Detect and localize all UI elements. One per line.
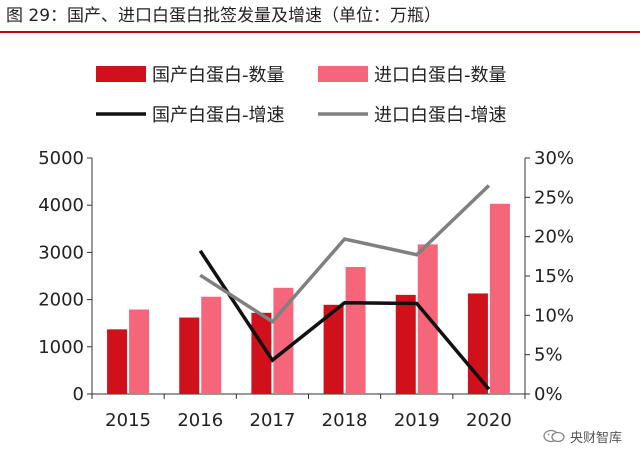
x-tick-label: 2016 — [177, 410, 223, 431]
legend-label: 国产白蛋白-数量 — [152, 65, 285, 86]
x-tick-label: 2018 — [322, 410, 368, 431]
x-tick-label: 2019 — [394, 410, 440, 431]
legend-label: 国产白蛋白-增速 — [152, 105, 285, 126]
right-tick-label: 15% — [534, 266, 574, 287]
x-tick-label: 2017 — [250, 410, 296, 431]
watermark: 央财智库 — [543, 426, 622, 446]
right-tick-label: 10% — [534, 305, 574, 326]
x-tick-label: 2015 — [105, 410, 151, 431]
right-tick-label: 5% — [534, 345, 563, 366]
bar-domestic — [323, 304, 344, 394]
wechat-icon — [543, 429, 565, 443]
left-tick-label: 2000 — [38, 290, 84, 311]
left-tick-label: 5000 — [38, 148, 84, 169]
title-divider — [0, 31, 640, 33]
bar-imported — [489, 203, 510, 394]
bar-imported — [273, 287, 294, 394]
watermark-label: 央财智库 — [569, 430, 622, 446]
right-tick-label: 30% — [534, 148, 574, 169]
left-tick-label: 3000 — [38, 242, 84, 263]
bar-domestic — [395, 294, 416, 394]
legend-swatch — [96, 66, 146, 82]
bar-domestic — [107, 329, 128, 394]
bar-imported — [201, 296, 222, 394]
legend-label: 进口白蛋白-增速 — [374, 105, 507, 126]
bar-imported — [345, 267, 366, 394]
figure-title: 图 29：国产、进口白蛋白批签发量及增速（单位：万瓶） — [6, 6, 442, 26]
left-tick-label: 1000 — [38, 337, 84, 358]
bar-imported — [129, 309, 150, 394]
line-domestic-growth — [198, 249, 491, 391]
right-tick-label: 25% — [534, 187, 574, 208]
right-tick-label: 0% — [534, 384, 563, 405]
line-imported-growth — [199, 184, 491, 324]
x-tick-label: 2020 — [466, 410, 512, 431]
bar-domestic — [179, 317, 200, 394]
left-tick-label: 4000 — [38, 195, 84, 216]
legend-swatch — [318, 66, 368, 82]
left-tick-label: 0 — [73, 384, 84, 405]
legend-label: 进口白蛋白-数量 — [374, 65, 507, 86]
right-tick-label: 20% — [534, 227, 574, 248]
